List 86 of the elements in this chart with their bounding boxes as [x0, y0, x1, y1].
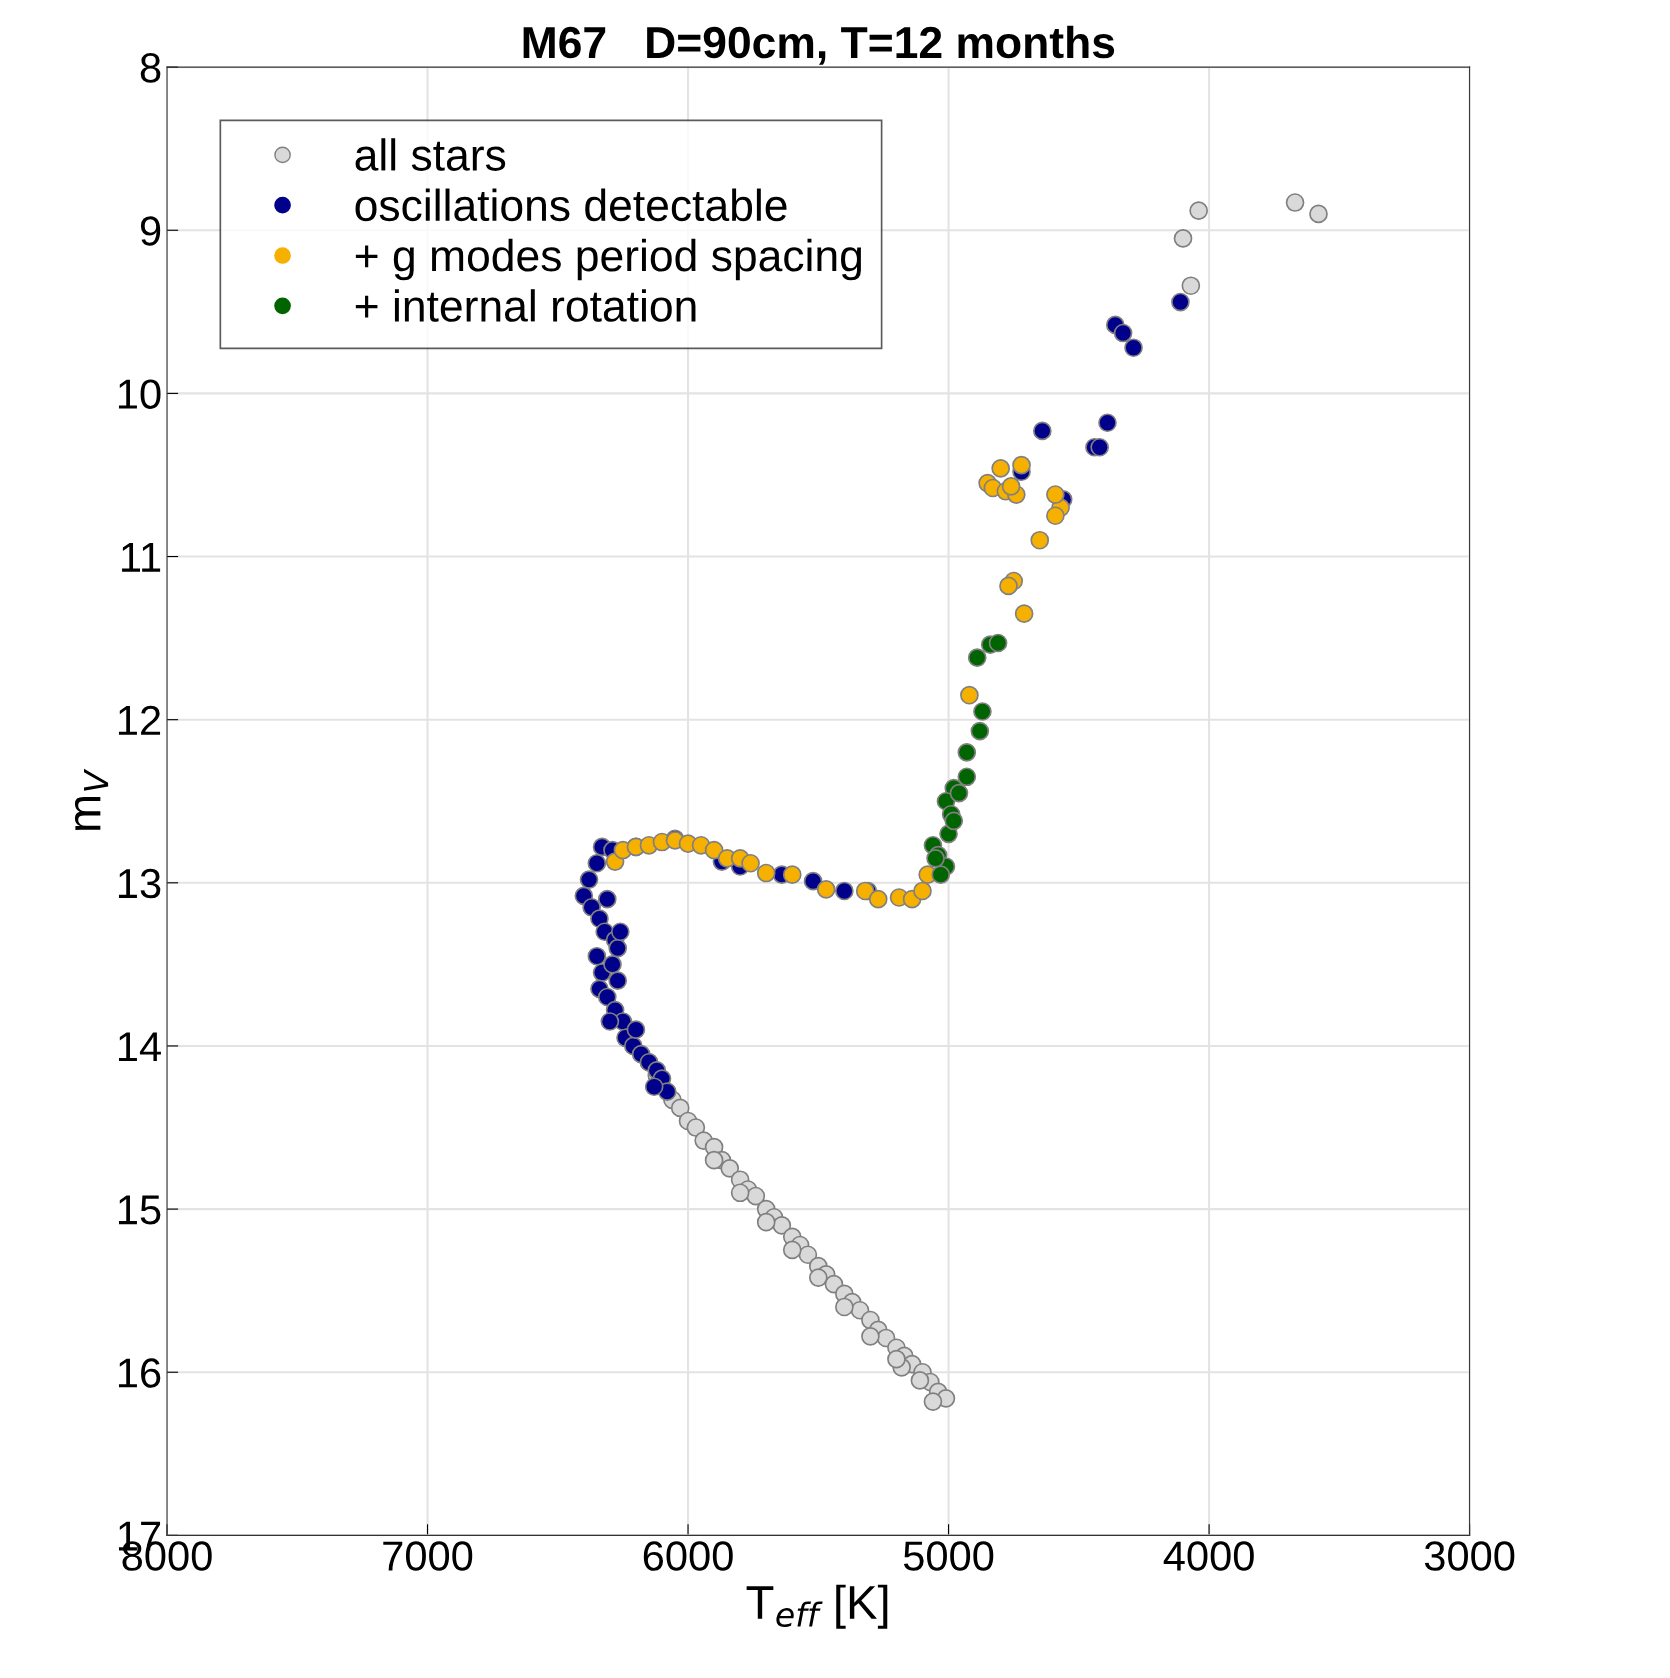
y-tick-label: 8	[140, 53, 161, 83]
point	[1046, 485, 1065, 504]
legend-label: + g modes period spacing	[355, 238, 861, 281]
legend-label: all stars	[355, 138, 506, 171]
x-tick-label: 5000	[903, 1541, 994, 1571]
legend-label: oscillations detectable	[355, 188, 787, 222]
y-tick-label: 12	[118, 705, 161, 735]
point	[861, 1327, 880, 1346]
y-axis-title: m$_{V}$	[74, 768, 109, 830]
point	[1309, 204, 1328, 224]
point	[741, 853, 760, 873]
point	[1113, 323, 1133, 343]
point	[579, 870, 599, 889]
point	[587, 946, 607, 966]
point	[931, 865, 951, 884]
point	[1098, 413, 1117, 433]
point	[803, 871, 823, 891]
point	[1012, 455, 1031, 475]
point	[988, 633, 1008, 653]
point	[926, 849, 945, 868]
chart-title: M67 D=90cm, T=12 months	[523, 25, 1115, 65]
point	[1046, 506, 1065, 526]
point	[808, 1268, 828, 1287]
y-tick-label: 11	[122, 542, 161, 572]
point	[887, 1349, 906, 1369]
point	[670, 1098, 690, 1118]
point	[1171, 292, 1190, 312]
point	[608, 971, 628, 991]
point	[944, 811, 964, 831]
point	[587, 853, 607, 873]
point	[1030, 530, 1050, 550]
x-tick-label: 3000	[1424, 1541, 1515, 1571]
point	[756, 863, 776, 883]
point	[923, 1392, 943, 1411]
point	[597, 889, 617, 909]
x-tick-label: 6000	[643, 1541, 733, 1571]
point	[973, 702, 992, 721]
point	[610, 922, 630, 942]
point	[970, 721, 990, 741]
y-tick-label: 16	[118, 1358, 161, 1388]
point	[756, 1212, 776, 1232]
point	[816, 880, 836, 899]
x-axis-title: T$_{eff}$ [K]	[746, 1584, 888, 1629]
point	[644, 1077, 664, 1097]
point	[835, 881, 854, 901]
point	[913, 881, 932, 901]
point	[1001, 477, 1021, 496]
point	[720, 1158, 740, 1178]
legend-label: + internal rotation	[355, 289, 696, 322]
x-tick-label: 4000	[1163, 1541, 1254, 1571]
y-tick-label: 13	[118, 868, 161, 899]
point	[991, 459, 1011, 478]
point	[1090, 437, 1110, 457]
point	[686, 1118, 706, 1137]
point	[910, 1371, 930, 1390]
x-tick-label: 7000	[383, 1541, 473, 1571]
point	[704, 840, 724, 860]
point	[957, 742, 977, 762]
y-tick-label: 9	[140, 216, 161, 246]
point	[600, 1012, 620, 1031]
point	[835, 1297, 854, 1317]
point	[1014, 604, 1034, 623]
point	[782, 1240, 802, 1260]
point	[960, 685, 979, 705]
y-tick-label: 14	[118, 1032, 161, 1062]
point	[1033, 421, 1052, 441]
point	[626, 1020, 646, 1039]
point	[949, 783, 969, 803]
point	[730, 1183, 750, 1203]
point	[603, 955, 622, 974]
point	[597, 987, 617, 1007]
point	[1285, 193, 1305, 212]
point	[782, 865, 802, 884]
y-tick-label: 10	[118, 379, 161, 409]
y-tick-label: 15	[118, 1195, 161, 1225]
point	[868, 889, 888, 909]
point	[746, 1186, 766, 1206]
point	[1173, 229, 1193, 248]
point	[1189, 201, 1208, 221]
point	[608, 938, 628, 958]
point	[1181, 276, 1201, 296]
point	[704, 1150, 724, 1170]
point	[999, 576, 1018, 596]
point	[967, 648, 987, 668]
point	[957, 767, 977, 787]
point	[1124, 338, 1143, 358]
